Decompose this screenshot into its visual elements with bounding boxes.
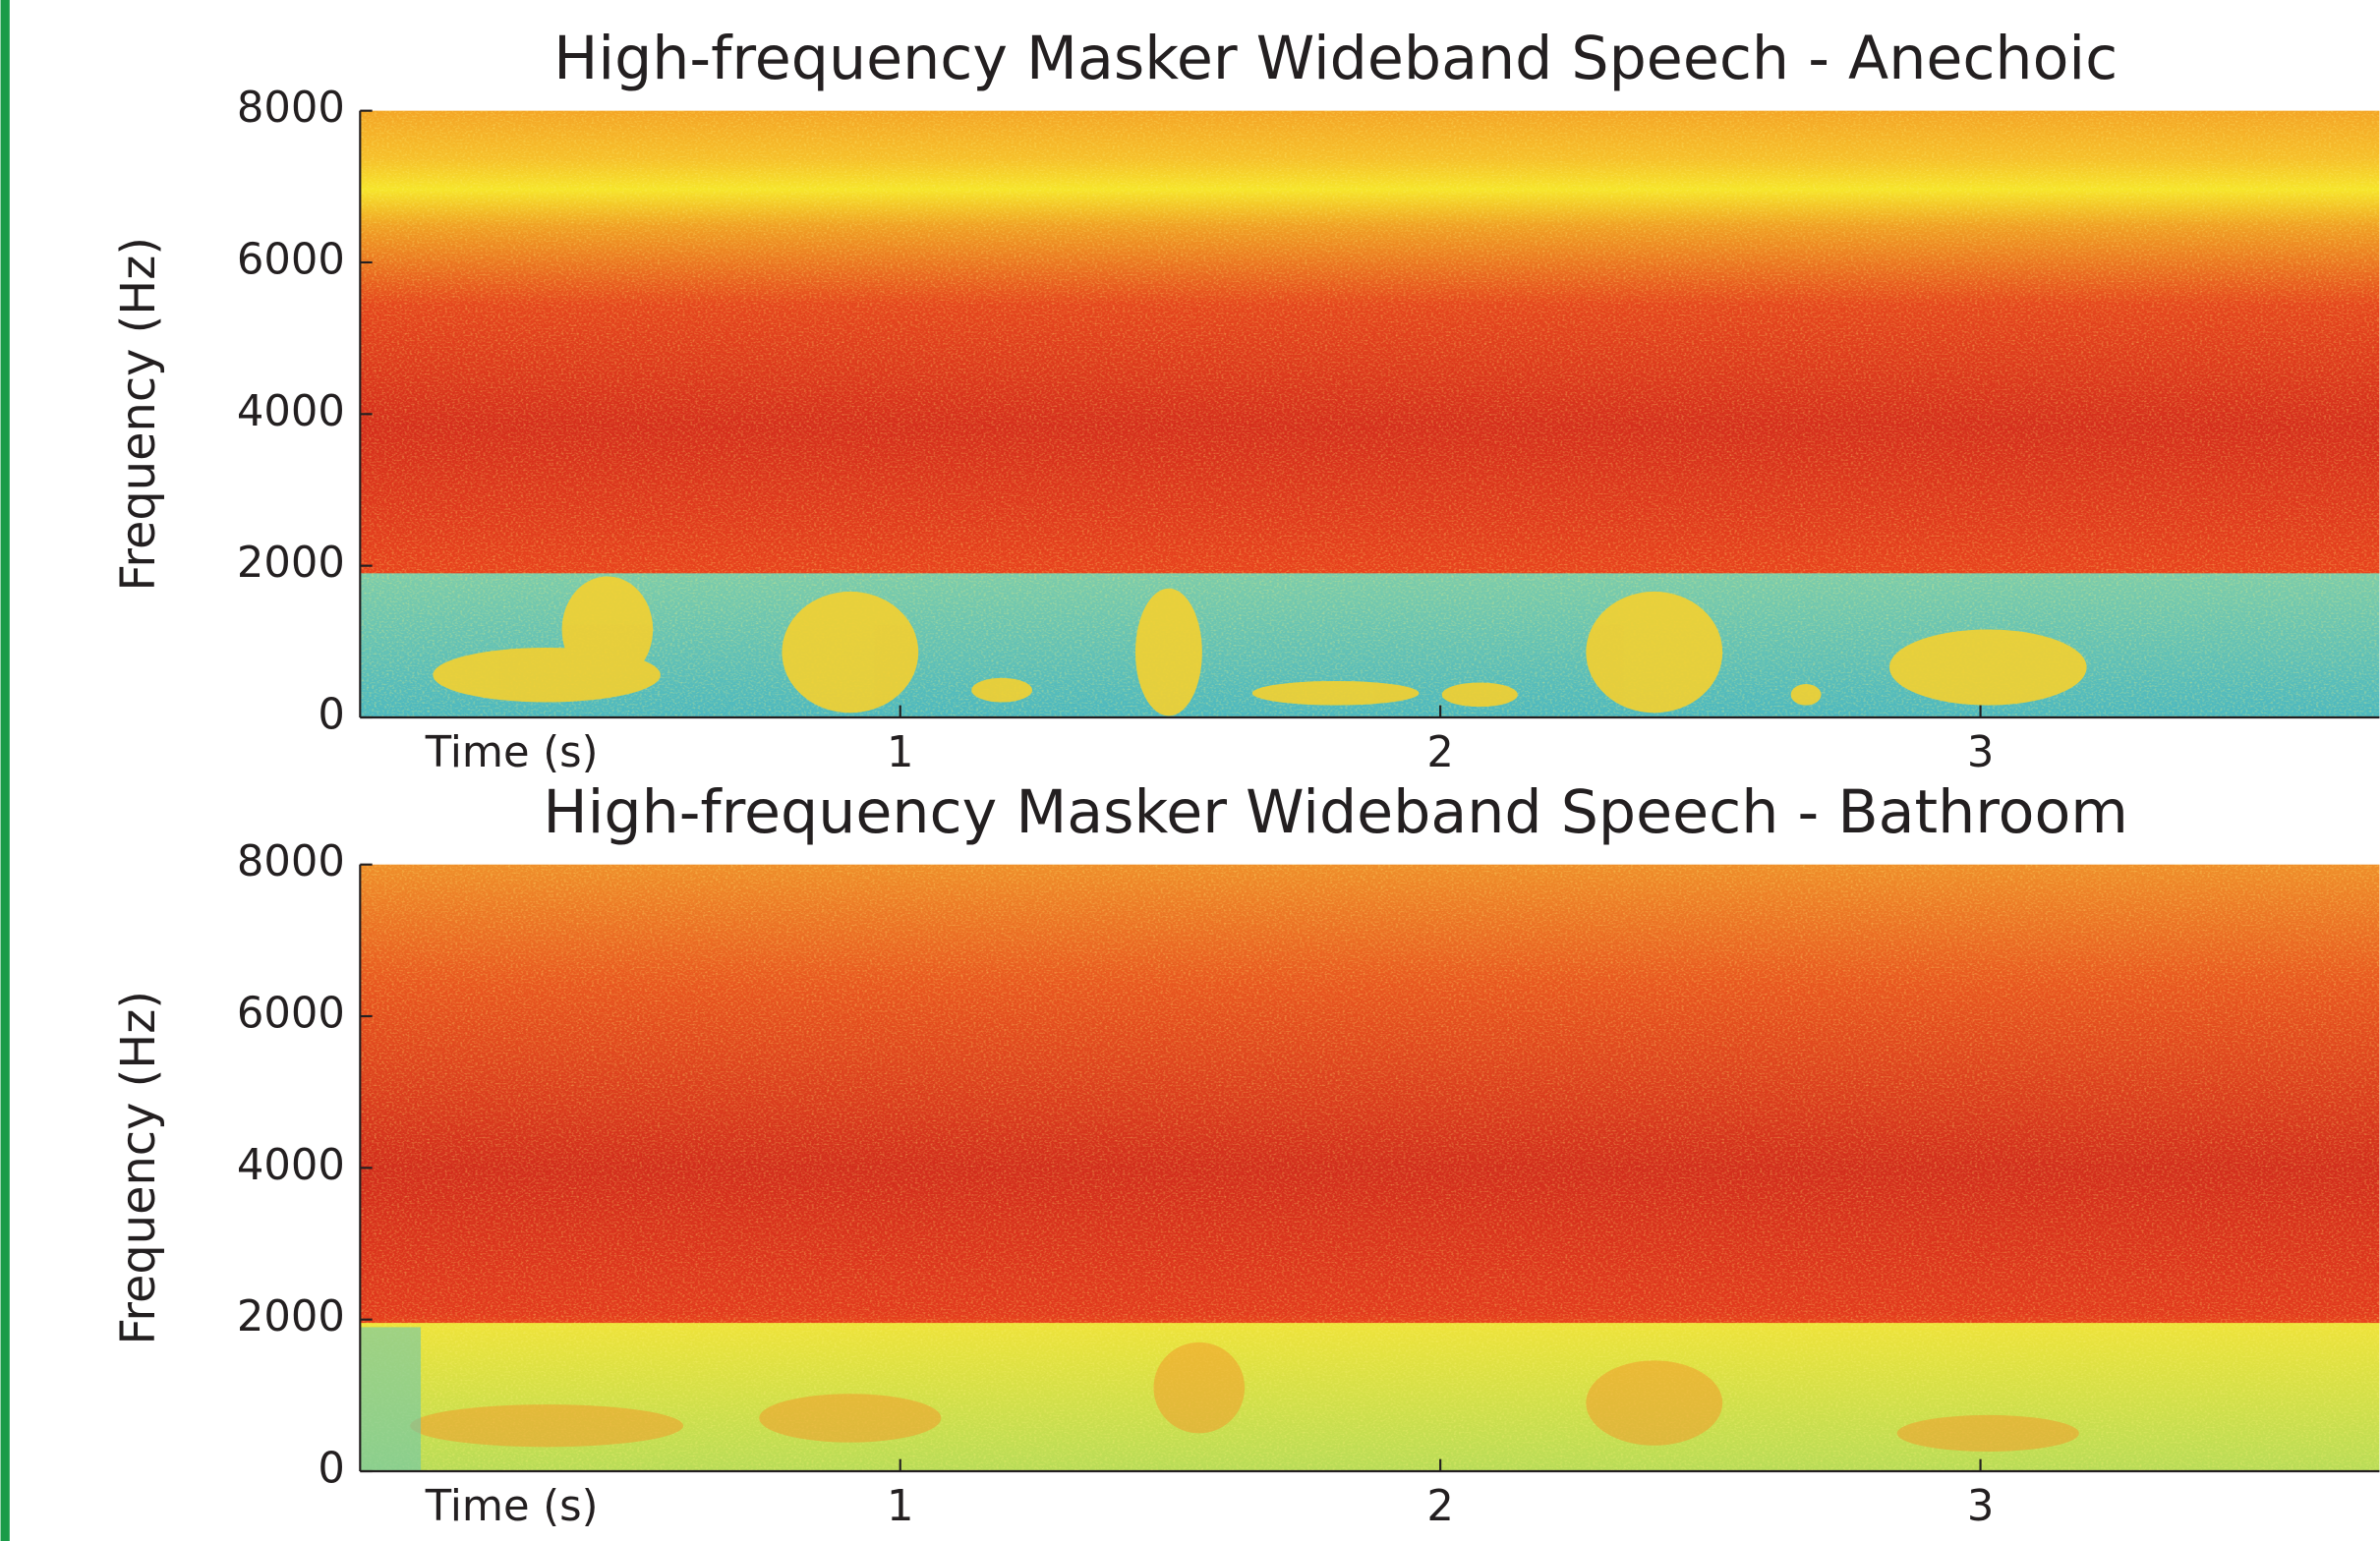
x-tick-label: 3 bbox=[1967, 1482, 1995, 1531]
x-axis-label: Time (s) bbox=[425, 1482, 599, 1531]
y-tick-label: 8000 bbox=[237, 84, 345, 133]
spectrogram-noise bbox=[360, 110, 2380, 717]
y-tick-label: 4000 bbox=[237, 387, 345, 436]
x-axis-label: Time (s) bbox=[425, 728, 599, 777]
x-tick-label: 3 bbox=[1967, 728, 1995, 777]
y-tick-label: 4000 bbox=[237, 1141, 345, 1190]
y-tick-label: 0 bbox=[318, 690, 345, 739]
x-tick-label: 2 bbox=[1426, 1482, 1454, 1531]
chart-title: High-frequency Masker Wideband Speech - … bbox=[553, 25, 2118, 93]
y-tick-label: 2000 bbox=[237, 539, 345, 588]
x-tick-label: 2 bbox=[1426, 728, 1454, 777]
y-tick-label: 6000 bbox=[237, 235, 345, 284]
speech-energy bbox=[410, 1341, 2079, 1452]
y-axis-label: Frequency (Hz) bbox=[112, 991, 166, 1345]
y-tick-label: 2000 bbox=[237, 1292, 345, 1341]
spectrogram-noise bbox=[360, 864, 2380, 1472]
y-tick-label: 0 bbox=[318, 1445, 345, 1494]
spectrogram-panel bbox=[360, 110, 2380, 717]
x-tick-label: 1 bbox=[887, 1482, 914, 1531]
y-tick-label: 8000 bbox=[237, 837, 345, 886]
spectrogram-edge bbox=[360, 1327, 422, 1472]
spectrogram-panel bbox=[360, 864, 2380, 1472]
x-tick-label: 1 bbox=[887, 728, 914, 777]
y-axis-label: Frequency (Hz) bbox=[112, 237, 166, 592]
page-border bbox=[0, 0, 10, 1541]
chart-title: High-frequency Masker Wideband Speech - … bbox=[543, 778, 2127, 847]
y-tick-label: 6000 bbox=[237, 990, 345, 1039]
speech-energy bbox=[433, 576, 2087, 716]
